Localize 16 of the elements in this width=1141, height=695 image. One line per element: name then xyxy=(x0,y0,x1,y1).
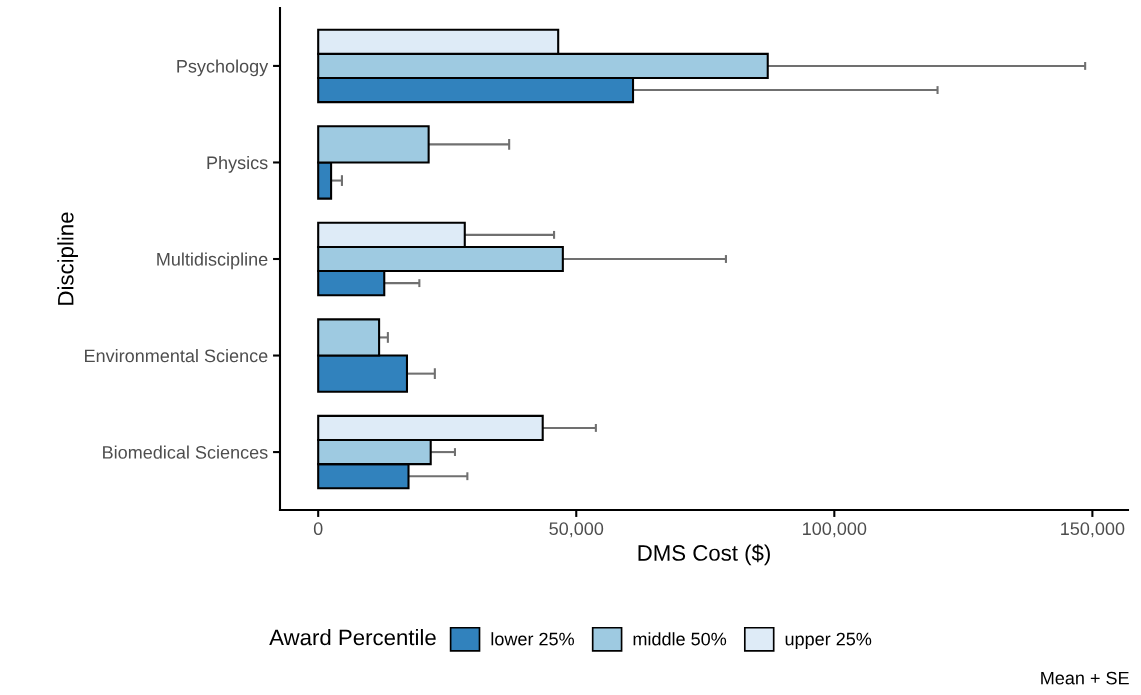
legend-label: upper 25% xyxy=(785,632,872,650)
y-axis-title: Discipline xyxy=(57,212,78,305)
x-tick-label: 0 xyxy=(313,522,323,536)
x-tick-label: 100,000 xyxy=(803,522,867,538)
text: Mean + SE xyxy=(1041,671,1129,685)
x-tick-label: 150,000 xyxy=(1061,522,1125,538)
x-axis-title: DMS Cost ($) xyxy=(638,544,770,566)
y-tick-label: Physics xyxy=(207,155,268,173)
y-tick-label: Psychology xyxy=(177,59,269,77)
y-tick-label: Multidiscipline xyxy=(157,252,268,270)
x-tick-label: 50,000 xyxy=(549,522,604,538)
y-tick-label: Biomedical Sciences xyxy=(103,445,268,459)
legend-label: middle 50% xyxy=(633,632,727,646)
legend-title: Award Percentile xyxy=(269,628,436,646)
y-tick-label: Environmental Science xyxy=(85,349,268,363)
legend-label: lower 25% xyxy=(491,632,574,646)
